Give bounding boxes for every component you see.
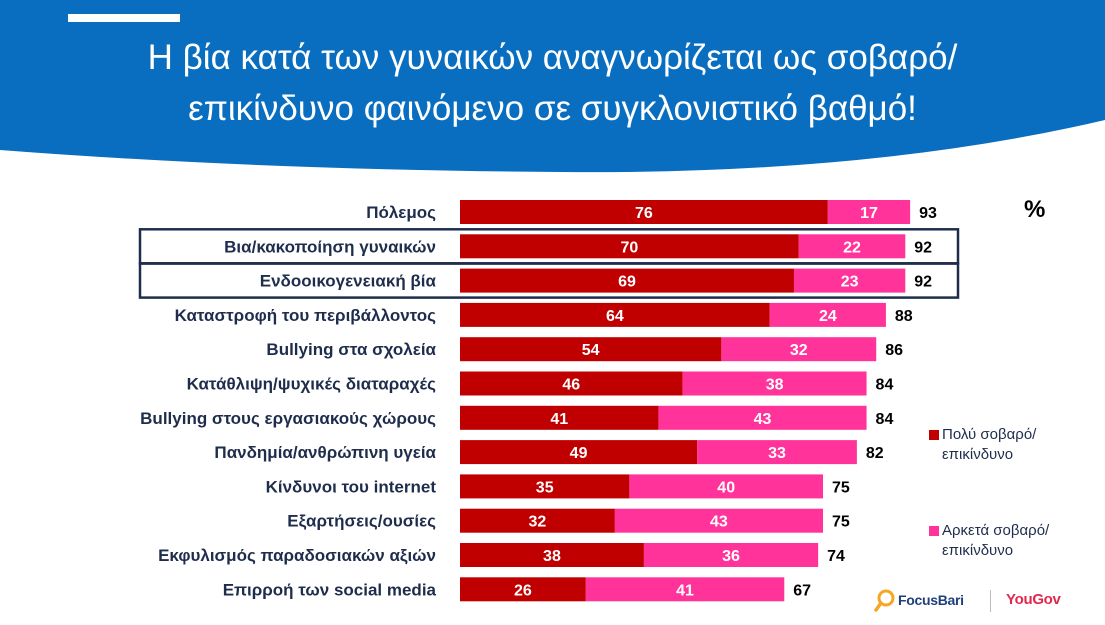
title-accent-line bbox=[68, 14, 180, 22]
bar-very-serious-row-12 bbox=[460, 577, 586, 602]
magnifier-icon bbox=[874, 589, 895, 612]
bar-quite-serious-row-5 bbox=[721, 337, 877, 362]
bar-very-serious-row-3 bbox=[460, 268, 794, 293]
title-line-1: Η βία κατά των γυναικών αναγνωρίζεται ως… bbox=[147, 38, 958, 77]
logo-divider bbox=[990, 590, 991, 612]
total-label-row-9: 75 bbox=[832, 479, 850, 496]
total-label-row-2: 92 bbox=[914, 239, 932, 256]
total-label-row-12: 67 bbox=[793, 582, 811, 599]
bar-very-serious-row-7 bbox=[460, 405, 659, 430]
bar-quite-serious-row-6 bbox=[682, 371, 867, 396]
bar-quite-serious-row-3 bbox=[793, 268, 906, 293]
value-label-quite-serious-row-7: 43 bbox=[754, 411, 772, 428]
title-banner bbox=[0, 0, 1105, 173]
total-label-row-5: 86 bbox=[885, 342, 903, 359]
value-label-very-serious-row-2: 70 bbox=[621, 239, 639, 256]
value-label-very-serious-row-11: 38 bbox=[543, 548, 561, 565]
total-label-row-11: 74 bbox=[827, 548, 845, 565]
total-label-row-6: 84 bbox=[876, 377, 894, 394]
value-label-very-serious-row-9: 35 bbox=[536, 479, 554, 496]
total-label-row-4: 88 bbox=[895, 308, 913, 325]
bar-very-serious-row-6 bbox=[460, 371, 683, 396]
focusbari-logo-text: FocusBari bbox=[898, 592, 964, 608]
bar-very-serious-row-9 bbox=[460, 474, 630, 499]
bar-very-serious-row-2 bbox=[460, 234, 799, 259]
bar-very-serious-row-1 bbox=[460, 200, 828, 224]
total-label-row-7: 84 bbox=[876, 411, 894, 428]
bar-very-serious-row-11 bbox=[460, 543, 644, 567]
value-label-very-serious-row-7: 41 bbox=[550, 411, 568, 428]
legend-label-quite-serious: Αρκετά σοβαρό/ επικίνδυνο bbox=[942, 522, 1050, 559]
chart-title: Η βία κατά των γυναικών αναγνωρίζεται ως… bbox=[0, 32, 1105, 134]
value-label-very-serious-row-10: 32 bbox=[529, 514, 547, 531]
value-label-quite-serious-row-11: 36 bbox=[722, 548, 740, 565]
yougov-logo: YouGov bbox=[1006, 591, 1061, 608]
bar-quite-serious-row-1 bbox=[827, 200, 911, 224]
total-label-row-1: 93 bbox=[919, 205, 937, 222]
value-label-quite-serious-row-6: 38 bbox=[766, 377, 784, 394]
value-label-quite-serious-row-3: 23 bbox=[841, 274, 859, 291]
value-label-very-serious-row-3: 69 bbox=[618, 274, 636, 291]
value-label-very-serious-row-1: 76 bbox=[635, 205, 653, 222]
value-label-quite-serious-row-9: 40 bbox=[717, 479, 735, 496]
category-label-row-7: Bullying στους εργασιακούς χώρους bbox=[140, 409, 436, 428]
category-label-row-9: Κίνδυνοι του internet bbox=[266, 477, 437, 496]
value-label-quite-serious-row-5: 32 bbox=[790, 342, 808, 359]
logos: FocusBari YouGov bbox=[874, 588, 1084, 614]
value-label-quite-serious-row-4: 24 bbox=[819, 308, 837, 325]
category-label-row-1: Πόλεμος bbox=[366, 203, 436, 222]
value-label-very-serious-row-4: 64 bbox=[606, 308, 624, 325]
category-label-row-2: Βια/κακοποίηση γυναικών bbox=[224, 237, 436, 256]
total-label-row-3: 92 bbox=[914, 274, 932, 291]
legend-swatch-quite-serious bbox=[929, 526, 939, 536]
bar-very-serious-row-4 bbox=[460, 302, 770, 327]
category-label-row-4: Καταστροφή του περιβάλλοντος bbox=[175, 306, 437, 325]
unit-label: % bbox=[1024, 196, 1046, 223]
legend-label-very-serious: Πολύ σοβαρό/ επικίνδυνο bbox=[942, 426, 1037, 463]
category-label-row-11: Εκφυλισμός παραδοσιακών αξιών bbox=[158, 546, 436, 565]
category-label-row-8: Πανδημία/ανθρώπινη υγεία bbox=[214, 443, 436, 462]
legend-swatch-very-serious bbox=[929, 430, 939, 440]
title-line-2: επικίνδυνο φαινόμενο σε συγκλονιστικό βα… bbox=[188, 89, 917, 128]
value-label-very-serious-row-12: 26 bbox=[514, 582, 532, 599]
bar-very-serious-row-5 bbox=[460, 337, 722, 362]
value-label-quite-serious-row-1: 17 bbox=[860, 205, 878, 222]
value-label-very-serious-row-5: 54 bbox=[582, 342, 600, 359]
value-label-quite-serious-row-2: 22 bbox=[843, 239, 861, 256]
bar-quite-serious-row-7 bbox=[658, 405, 867, 430]
category-label-row-12: Επιρροή των social media bbox=[223, 580, 437, 599]
value-label-very-serious-row-6: 46 bbox=[562, 377, 580, 394]
bar-quite-serious-row-11 bbox=[643, 543, 819, 567]
bar-quite-serious-row-4 bbox=[769, 302, 886, 327]
category-label-row-10: Εξαρτήσεις/ουσίες bbox=[287, 512, 436, 531]
category-label-row-3: Ενδοοικογενειακή βία bbox=[260, 272, 437, 291]
value-label-quite-serious-row-12: 41 bbox=[676, 582, 694, 599]
bar-quite-serious-row-10 bbox=[614, 508, 823, 533]
total-label-row-10: 75 bbox=[832, 514, 850, 531]
bar-quite-serious-row-9 bbox=[629, 474, 823, 499]
category-label-row-6: Κατάθλιψη/ψυχικές διαταραχές bbox=[187, 375, 437, 394]
category-label-row-5: Bullying στα σχολεία bbox=[266, 340, 436, 359]
value-label-quite-serious-row-8: 33 bbox=[768, 445, 786, 462]
bar-quite-serious-row-8 bbox=[697, 440, 857, 465]
value-label-quite-serious-row-10: 43 bbox=[710, 514, 728, 531]
bar-very-serious-row-10 bbox=[460, 508, 615, 533]
bar-quite-serious-row-12 bbox=[585, 577, 785, 602]
total-label-row-8: 82 bbox=[866, 445, 884, 462]
value-label-very-serious-row-8: 49 bbox=[570, 445, 588, 462]
highlight-box-row-3 bbox=[138, 262, 960, 299]
bar-quite-serious-row-2 bbox=[798, 234, 906, 259]
bar-very-serious-row-8 bbox=[460, 440, 698, 465]
